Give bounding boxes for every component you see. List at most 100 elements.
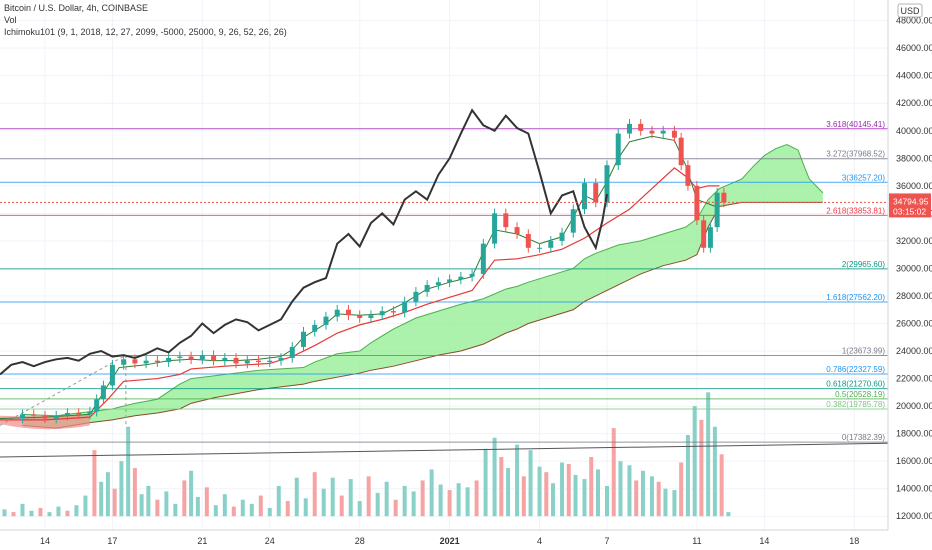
- volume-bar: [456, 483, 461, 517]
- candle-body: [211, 355, 217, 361]
- candle-body: [593, 183, 599, 203]
- volume-bar: [348, 479, 353, 517]
- price-tick-label: 44000.00: [896, 71, 932, 81]
- candle-body: [368, 315, 374, 318]
- price-tick-label: 36000.00: [896, 181, 932, 191]
- volume-bar: [679, 462, 684, 517]
- volume-bar: [330, 477, 335, 517]
- candle-body: [188, 356, 194, 360]
- fibonacci-levels: 3.618(40145.41) 3.272(37968.52) 3(36257.20…: [0, 120, 888, 443]
- candle-body: [300, 331, 306, 347]
- time-tick-label: 21: [197, 536, 207, 546]
- currency-selector[interactable]: USD: [897, 3, 923, 18]
- price-tick-label: 20000.00: [896, 401, 932, 411]
- volume-bar: [222, 494, 227, 517]
- volume-bar: [112, 488, 117, 517]
- volume-bar: [611, 428, 616, 517]
- price-badge-value: 34794.95: [893, 196, 929, 206]
- price-axis: [888, 0, 932, 550]
- candle-body: [685, 165, 691, 186]
- candle-body: [132, 359, 138, 364]
- candle-body: [177, 356, 183, 358]
- candle-body: [390, 311, 396, 313]
- volume-bar: [672, 490, 677, 517]
- volume-bar: [573, 474, 578, 517]
- price-tick-label: 28000.00: [896, 291, 932, 301]
- volume-label[interactable]: Vol: [4, 15, 17, 25]
- volume-bar: [582, 479, 587, 517]
- candle-body: [345, 309, 351, 316]
- candle-body: [424, 284, 430, 292]
- volume-bar: [132, 468, 137, 517]
- volume-bar: [685, 435, 690, 517]
- candle-body: [480, 243, 486, 274]
- fib-level-label: 3.272(37968.52): [826, 150, 885, 159]
- volume-bar: [83, 495, 88, 517]
- volume-bar: [339, 495, 344, 517]
- time-tick-label: 2021: [440, 536, 460, 546]
- volume-bar: [411, 491, 416, 517]
- volume-bar: [429, 469, 434, 517]
- candle-body: [537, 247, 543, 249]
- volume-bar: [139, 494, 144, 517]
- time-axis: [0, 530, 932, 550]
- candle-body: [714, 192, 720, 228]
- price-tick-label: 18000.00: [896, 429, 932, 439]
- candle-body: [233, 357, 239, 364]
- volume-bar: [38, 507, 43, 517]
- candle-body: [707, 227, 713, 248]
- volume-bar: [595, 469, 600, 517]
- candle-body: [435, 282, 441, 285]
- candle-body: [649, 130, 655, 134]
- volume-bar: [465, 487, 470, 517]
- volume-bar: [204, 487, 209, 517]
- volume-bar: [420, 480, 425, 517]
- price-tick-label: 38000.00: [896, 153, 932, 163]
- fib-level-label: 1.618(27562.20): [826, 293, 885, 302]
- volume-bar: [589, 457, 594, 517]
- candle-body: [626, 123, 632, 134]
- price-tick-label: 24000.00: [896, 346, 932, 356]
- time-tick-label: 17: [107, 536, 117, 546]
- volume-bar: [393, 499, 398, 517]
- candle-body: [402, 301, 408, 313]
- volume-bar: [551, 483, 556, 517]
- volume-bar: [47, 512, 52, 517]
- candle-body: [694, 185, 700, 221]
- price-tick-label: 14000.00: [896, 484, 932, 494]
- currency-label: USD: [900, 6, 920, 16]
- volume-bar: [303, 498, 308, 517]
- volume-bar: [719, 454, 724, 517]
- symbol-title[interactable]: Bitcoin / U.S. Dollar, 4h, COINBASE: [4, 3, 149, 13]
- fib-level-label: 3(36257.20): [842, 173, 885, 182]
- volume-bar: [92, 450, 97, 517]
- candle-body: [109, 364, 115, 386]
- price-tick-label: 46000.00: [896, 43, 932, 53]
- kijun-sen-line: [0, 167, 720, 421]
- time-tick-label: 14: [759, 536, 769, 546]
- fib-level-label: 2.618(33853.81): [826, 206, 885, 215]
- candle-body: [357, 315, 363, 318]
- time-tick-label: 24: [265, 536, 275, 546]
- volume-bar: [146, 485, 151, 517]
- volume-bar: [483, 448, 488, 517]
- fib-level-label: 0.382(19785.78): [826, 400, 885, 409]
- volume-bar: [276, 485, 281, 517]
- volume-bar: [560, 462, 565, 517]
- candle-body: [166, 357, 172, 363]
- indicator-label[interactable]: Ichimoku101 (9, 1, 2018, 12, 27, 2099, -…: [4, 27, 287, 37]
- volume-bar: [267, 507, 272, 517]
- volume-bar: [618, 461, 623, 517]
- volume-bar: [56, 506, 61, 517]
- volume-bar: [384, 481, 389, 517]
- candle-body: [582, 183, 588, 210]
- candle-body: [615, 133, 621, 166]
- volume-bar: [195, 496, 200, 517]
- candle-body: [570, 209, 576, 233]
- candle-body: [559, 232, 565, 241]
- time-tick-label: 18: [849, 536, 859, 546]
- cloud-span-a-line: [22, 144, 824, 417]
- volume-bar: [173, 503, 178, 517]
- price-badge-countdown: 03:15:02: [893, 206, 926, 216]
